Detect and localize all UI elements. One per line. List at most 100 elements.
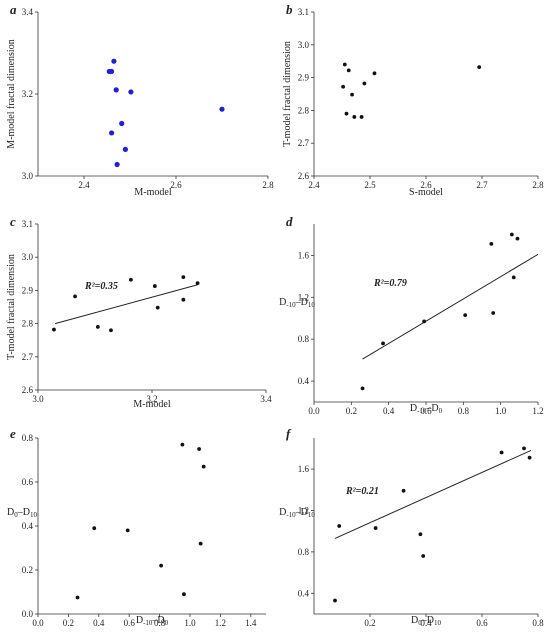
y-tick-label: 3.0 [298, 40, 310, 50]
panel-letter: e [10, 426, 16, 441]
data-point [52, 327, 56, 332]
data-point [125, 528, 130, 533]
data-point [182, 592, 186, 597]
data-point [75, 595, 80, 600]
y-tick-label: 0.8 [298, 547, 310, 557]
x-tick-label: 1.2 [215, 618, 226, 628]
data-point [201, 464, 206, 469]
y-tick-label: 1.6 [298, 250, 310, 260]
data-point [197, 447, 202, 451]
data-point [109, 130, 115, 136]
data-point [489, 241, 494, 246]
data-point [359, 115, 364, 119]
panel-d: d 0.0 0.2 0.4 0.6 0.8 1.0 1.2 0.4 0.8 1.2 1.6 D-10–D… [279, 214, 544, 416]
x-tick-label: 2.7 [476, 180, 488, 190]
data-point [421, 554, 426, 558]
x-tick-label: 0.0 [32, 618, 44, 628]
y-tick-label: 1.2 [298, 505, 309, 515]
data-point [352, 115, 357, 119]
data-point [346, 68, 351, 73]
y-axis-label: D0–D10 [7, 507, 37, 519]
data-point [92, 526, 97, 531]
data-point [341, 84, 346, 89]
x-tick-label: 0.8 [458, 406, 470, 416]
y-axis-label: D-10–D10 [279, 507, 315, 519]
y-axis-label: D-10–D10 [279, 297, 315, 309]
x-tick-label: 3.0 [32, 394, 44, 404]
data-point [362, 81, 367, 86]
data-point [122, 146, 128, 152]
x-tick-label: 1.4 [245, 618, 257, 628]
x-tick-label: 0.4 [420, 618, 432, 628]
panel-letter: c [10, 214, 16, 229]
regression-line [334, 449, 532, 539]
data-point [129, 277, 133, 282]
y-tick-label: 3.0 [22, 171, 34, 181]
y-tick-label: 2.9 [22, 285, 34, 295]
y-tick-label: 0.4 [22, 521, 34, 531]
y-axis-label: T-model fractal dimension [282, 41, 293, 147]
data-point [113, 87, 119, 93]
x-tick-label: 1.0 [495, 406, 507, 416]
x-tick-label: 2.4 [78, 180, 90, 190]
x-tick-label: 3.2 [146, 394, 157, 404]
data-point [337, 524, 342, 528]
data-point [360, 386, 365, 391]
data-point [333, 598, 337, 603]
y-tick-label: 3.0 [22, 252, 34, 262]
panel-letter: d [286, 214, 293, 229]
panel-e: e 0.0 0.2 0.4 0.6 0.8 1.0 1.2 1.4 0.0 0.2 0.4 0.6 0.8… [7, 426, 266, 628]
data-point [515, 236, 520, 241]
y-tick-label: 2.6 [298, 171, 310, 181]
panel-letter: b [286, 2, 293, 17]
data-point [128, 89, 134, 95]
data-point [373, 526, 378, 530]
y-axis-label: M-model fractal dimension [6, 39, 17, 148]
panel-f: f 0.2 0.4 0.6 0.8 0.4 0.8 1.2 1.6 D0–D10 D-10–D10 R… [279, 426, 544, 628]
data-point [350, 92, 354, 97]
y-tick-label: 2.9 [298, 73, 310, 83]
data-point [219, 106, 225, 112]
data-point [509, 232, 514, 237]
x-tick-label: 0.4 [383, 406, 395, 416]
y-tick-label: 2.7 [298, 138, 310, 148]
y-tick-label: 3.4 [22, 7, 34, 17]
y-tick-label: 1.2 [298, 292, 309, 302]
r-squared-annotation: R²=0.35 [84, 281, 118, 292]
data-point [119, 120, 125, 127]
x-tick-label: 2.4 [308, 180, 320, 190]
x-axis-label: D-10–D0 [136, 615, 169, 627]
panel-c: c 3.0 3.2 3.4 2.6 2.7 2.8 2.9 3.0 3.1 M-model T-mod… [6, 214, 272, 410]
x-tick-label: 0.8 [532, 618, 544, 628]
x-tick-label: 0.6 [420, 406, 432, 416]
x-tick-label: 2.8 [532, 180, 544, 190]
data-point [180, 442, 185, 447]
data-point [109, 68, 115, 75]
x-tick-label: 2.8 [262, 180, 274, 190]
x-tick-label: 1.0 [184, 618, 196, 628]
x-tick-label: 0.6 [124, 618, 136, 628]
data-point [195, 281, 200, 285]
y-tick-label: 3.1 [22, 219, 33, 229]
x-tick-label: 0.2 [346, 406, 357, 416]
data-point [73, 294, 77, 299]
regression-line [362, 253, 539, 360]
data-point [527, 455, 532, 460]
y-tick-label: 3.2 [22, 89, 33, 99]
panel-b: b 2.4 2.5 2.6 2.7 2.8 2.6 2.7 2.8 2.9 3.0 3.1 S-mode… [282, 2, 544, 198]
data-point [95, 325, 100, 329]
y-tick-label: 1.6 [298, 464, 310, 474]
data-point [152, 284, 157, 288]
data-point [491, 311, 496, 315]
y-tick-label: 0.8 [22, 433, 34, 443]
y-tick-label: 0.4 [298, 588, 310, 598]
x-tick-label: 2.6 [170, 180, 182, 190]
data-point [109, 328, 113, 333]
y-tick-label: 0.6 [22, 477, 34, 487]
data-point [422, 319, 427, 324]
y-tick-label: 2.7 [22, 352, 34, 362]
x-tick-label: 2.5 [364, 180, 376, 190]
panel-letter: a [10, 2, 17, 17]
data-point [372, 71, 377, 76]
